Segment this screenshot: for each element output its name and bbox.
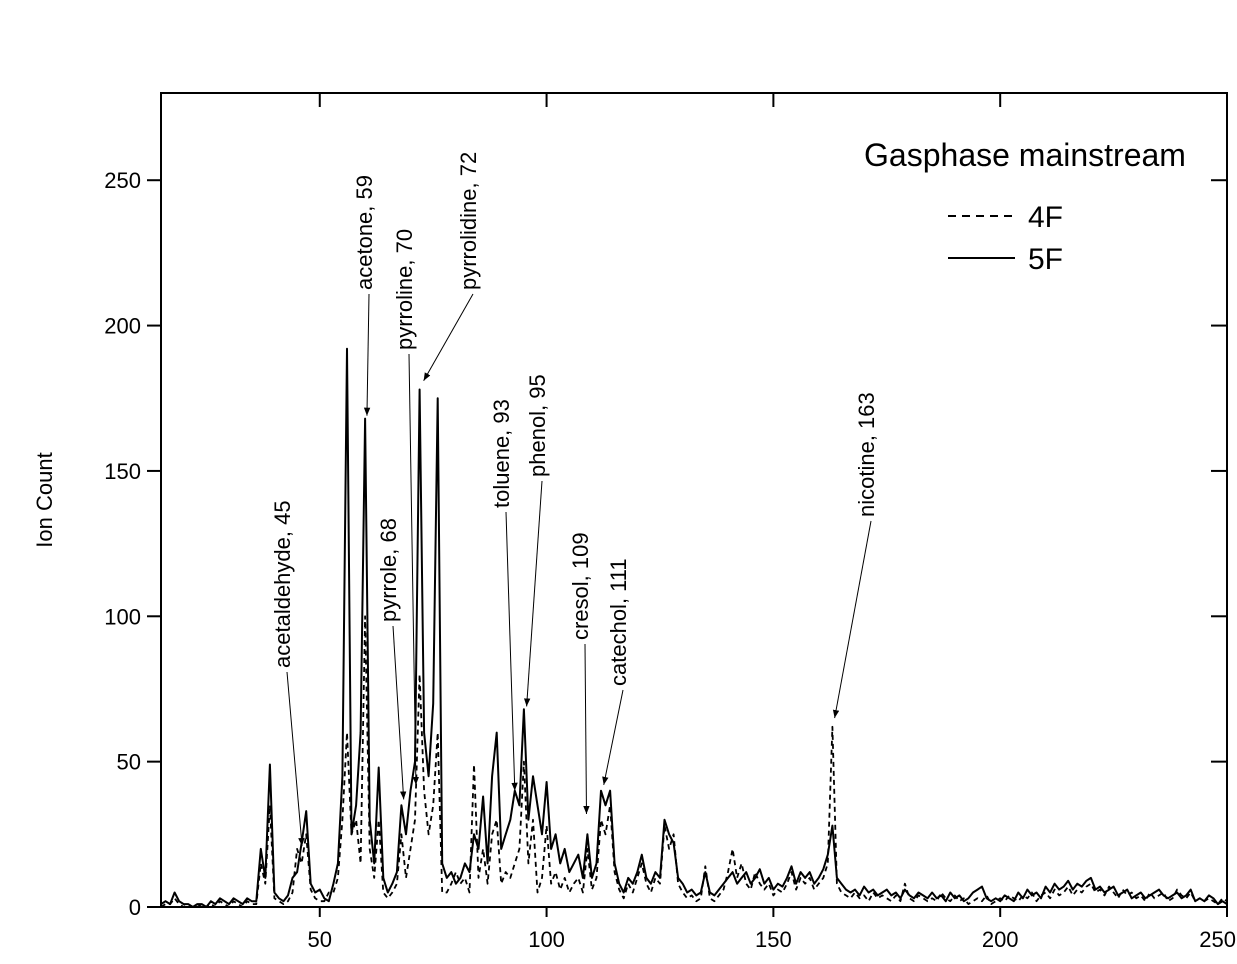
annotation-arrow bbox=[286, 671, 305, 846]
plot-frame bbox=[160, 92, 1228, 908]
y-tick-label: 200 bbox=[104, 314, 141, 339]
x-tick-label: 250 bbox=[1199, 927, 1236, 952]
y-tick-label: 100 bbox=[104, 604, 141, 629]
annotation-label: pyrrole, 68 bbox=[376, 518, 401, 622]
annotation-label: nicotine, 163 bbox=[854, 392, 879, 517]
annotation-label: toluene, 93 bbox=[489, 399, 514, 508]
annotation-arrow bbox=[832, 520, 872, 719]
annotation-label: phenol, 95 bbox=[525, 374, 550, 477]
annotation-label: pyrrolidine, 72 bbox=[456, 152, 481, 290]
annotation-label: cresol, 109 bbox=[568, 532, 593, 640]
legend-label: 4F bbox=[1028, 201, 1063, 234]
y-tick-label: 0 bbox=[129, 895, 141, 920]
series-line bbox=[160, 347, 1228, 908]
x-tick-label: 50 bbox=[308, 927, 332, 952]
y-tick-label: 150 bbox=[104, 459, 141, 484]
annotation-arrow bbox=[408, 353, 420, 785]
x-tick-label: 200 bbox=[982, 927, 1019, 952]
x-tick-label: 150 bbox=[755, 927, 792, 952]
y-tick-label: 250 bbox=[104, 168, 141, 193]
series-line bbox=[160, 615, 1228, 908]
annotation-arrow bbox=[423, 293, 474, 382]
x-tick-label: 100 bbox=[528, 927, 565, 952]
annotation-arrow bbox=[392, 625, 407, 800]
annotation-arrow bbox=[602, 689, 624, 785]
annotation-arrow bbox=[505, 511, 518, 791]
annotation-label: pyrroline, 70 bbox=[392, 229, 417, 350]
legend-label: 5F bbox=[1028, 243, 1063, 276]
legend-title: Gasphase mainstream bbox=[864, 137, 1186, 173]
annotation-label: acetaldehyde, 45 bbox=[270, 500, 295, 668]
annotation-arrow bbox=[583, 643, 590, 814]
annotation-label: catechol, 111 bbox=[606, 558, 631, 686]
y-tick-label: 50 bbox=[117, 750, 141, 775]
annotation-arrow bbox=[523, 480, 543, 707]
y-axis-label: Ion Count bbox=[32, 452, 57, 547]
annotation-arrow bbox=[363, 293, 371, 416]
annotation-label: acetone, 59 bbox=[352, 175, 377, 290]
